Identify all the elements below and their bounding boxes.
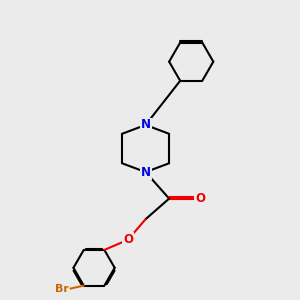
Text: O: O: [195, 192, 205, 205]
Text: Br: Br: [55, 284, 69, 294]
Text: N: N: [141, 166, 151, 178]
Text: O: O: [123, 233, 133, 246]
Text: N: N: [141, 118, 151, 131]
